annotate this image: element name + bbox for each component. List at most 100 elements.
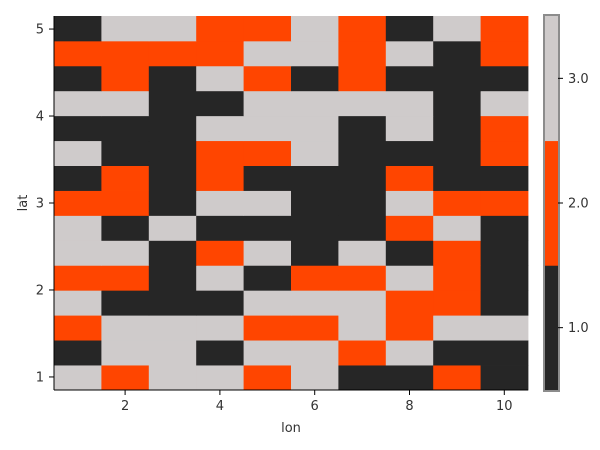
heatmap-cell [480, 315, 529, 341]
heatmap-cell [291, 315, 339, 341]
heatmap-cell [148, 65, 197, 92]
heatmap-cell [54, 240, 102, 266]
heatmap-cell [338, 365, 387, 391]
heatmap-cell [196, 16, 244, 42]
heatmap-cell [480, 115, 529, 142]
heatmap-cell [54, 315, 102, 341]
heatmap-cell [291, 65, 339, 92]
heatmap-cell [338, 65, 387, 92]
y-axis: 1 2 3 4 5 [36, 16, 55, 390]
heatmap-cell [196, 65, 244, 92]
heatmap-cell [385, 16, 434, 42]
heatmap-cell [338, 265, 387, 291]
heatmap-cell [433, 340, 481, 366]
heatmap-cell [148, 165, 197, 191]
heatmap-cell [433, 16, 481, 42]
heatmap-cell [243, 90, 292, 117]
heatmap-cell [338, 165, 387, 191]
heatmap-cell [291, 140, 339, 166]
heatmap-cell [385, 40, 434, 67]
heatmap-cell [338, 115, 387, 142]
heatmap-cell [196, 365, 244, 391]
heatmap-cell [385, 215, 434, 241]
x-axis-label: lon [281, 421, 301, 436]
heatmap-cell [433, 240, 481, 266]
heatmap-cell [338, 16, 387, 42]
heatmap-cell [148, 190, 197, 216]
heatmap-cell [243, 365, 292, 391]
x-tick-label: 2 [121, 399, 129, 414]
heatmap-cell [433, 115, 481, 142]
heatmap-cell [148, 40, 197, 67]
heatmap-cell [101, 240, 150, 266]
heatmap-cell [338, 40, 387, 67]
heatmap-cell [385, 340, 434, 366]
heatmap-cell [291, 340, 339, 366]
heatmap-cell [433, 90, 481, 117]
heatmap-cell [54, 190, 102, 216]
heatmap-cell [433, 265, 481, 291]
heatmap-cell [148, 315, 197, 341]
heatmap-cell [433, 315, 481, 341]
heatmap-cell [385, 315, 434, 341]
heatmap-cell [291, 215, 339, 241]
heatmap-cell [196, 215, 244, 241]
heatmap-cell [243, 240, 292, 266]
heatmap-cell [433, 165, 481, 191]
heatmap-cell [243, 265, 292, 291]
heatmap-cell [291, 16, 339, 42]
heatmap-cell [385, 240, 434, 266]
colorbar-segment [545, 16, 558, 142]
heatmap-cell [196, 140, 244, 166]
heatmap-cell [101, 265, 150, 291]
heatmap-cell [196, 40, 244, 67]
heatmap-cell [243, 215, 292, 241]
colorbar-tick-label: 1.0 [568, 321, 589, 336]
heatmap-cell [480, 240, 529, 266]
heatmap-cell [101, 165, 150, 191]
heatmap-cell [148, 215, 197, 241]
heatmap-cell [385, 90, 434, 117]
heatmap-cell [480, 290, 529, 316]
heatmap-cell [291, 365, 339, 391]
heatmap-cell [338, 215, 387, 241]
heatmap-cell [338, 340, 387, 366]
heatmap-cell [243, 140, 292, 166]
heatmap-cell [54, 115, 102, 142]
heatmap-cell [480, 90, 529, 117]
heatmap-cell [385, 140, 434, 166]
heatmap-cell [480, 16, 529, 42]
heatmap-cell [243, 65, 292, 92]
heatmap-cell [291, 90, 339, 117]
heatmap-cell [54, 165, 102, 191]
heatmap-cell [54, 290, 102, 316]
x-axis: 2 4 6 8 10 [54, 389, 528, 414]
heatmap-cell [243, 315, 292, 341]
heatmap-cell [101, 40, 150, 67]
x-tick-label: 10 [496, 399, 513, 414]
heatmap-cell [385, 65, 434, 92]
y-axis-label: lat [16, 195, 31, 212]
heatmap-cell [148, 340, 197, 366]
colorbar: 1.0 2.0 3.0 [543, 14, 589, 392]
heatmap-cell [101, 215, 150, 241]
heatmap-cell [54, 140, 102, 166]
x-tick-label: 6 [311, 399, 319, 414]
heatmap-cell [196, 165, 244, 191]
heatmap-cell [338, 190, 387, 216]
heatmap-cell [480, 165, 529, 191]
heatmap-cell [148, 16, 197, 42]
heatmap-cell [385, 115, 434, 142]
heatmap-cell [101, 315, 150, 341]
heatmap-cell [480, 65, 529, 92]
heatmap-cell [433, 365, 481, 391]
heatmap-cell [480, 265, 529, 291]
heatmap-cell [291, 115, 339, 142]
heatmap-cell [480, 365, 529, 391]
heatmap-cell [480, 340, 529, 366]
y-tick-label: 4 [36, 110, 44, 125]
heatmap-cell [338, 290, 387, 316]
heatmap-cell [243, 165, 292, 191]
heatmap-cell [291, 265, 339, 291]
colorbar-tick-label: 2.0 [568, 197, 589, 212]
